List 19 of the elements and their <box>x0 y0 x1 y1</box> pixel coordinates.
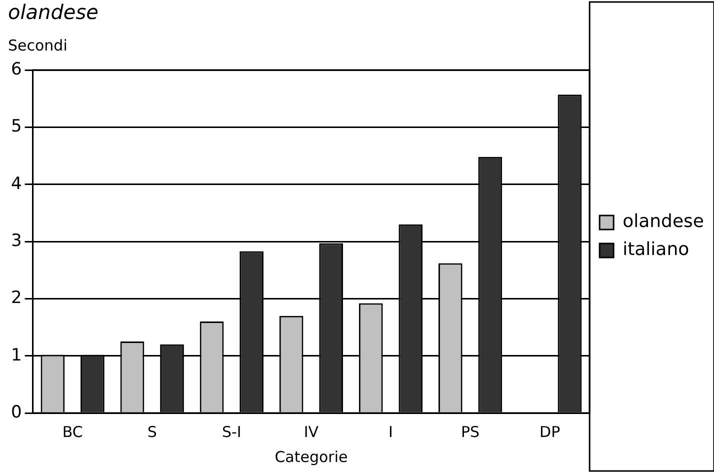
y-tick-label: 1 <box>10 345 22 366</box>
x-tick-label: S-I <box>222 422 242 441</box>
chart-title: olandese <box>8 0 98 24</box>
x-tick-label: PS <box>460 422 480 441</box>
x-tick-label: IV <box>304 422 320 441</box>
legend-label: olandese <box>622 211 704 232</box>
y-tick-label: 0 <box>10 402 22 422</box>
x-tick-label: BC <box>62 422 83 441</box>
y-tick-label: 5 <box>10 116 22 137</box>
x-axis-title: Categorie <box>274 448 348 466</box>
x-tick-label: S <box>147 422 157 441</box>
y-tick-label: 3 <box>10 230 22 251</box>
legend-label: italiano <box>622 239 690 260</box>
y-axis-title: Secondi <box>8 36 68 54</box>
y-tick-label: 6 <box>10 59 22 80</box>
x-tick-label: DP <box>540 422 560 441</box>
y-tick-label: 4 <box>10 174 22 194</box>
x-tick-label: I <box>388 422 393 441</box>
y-tick-label: 2 <box>10 288 22 308</box>
